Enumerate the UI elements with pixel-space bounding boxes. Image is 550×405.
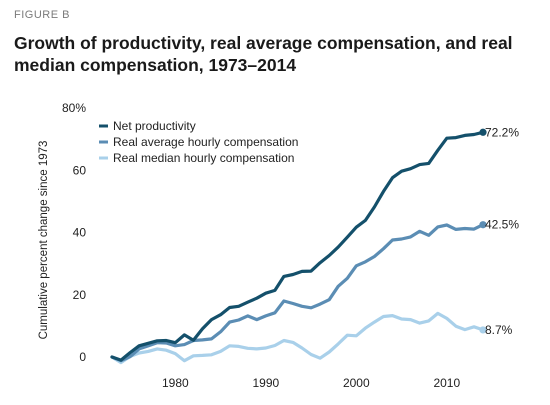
y-tick-label: 0 — [79, 350, 86, 364]
x-tick-label: 1980 — [162, 376, 189, 390]
series-end-point — [479, 128, 487, 136]
series-end-point — [479, 221, 487, 229]
figure-label: FIGURE B — [14, 9, 70, 21]
y-axis-label-group: Cumulative percent change since 1973 — [38, 141, 50, 340]
end-labels: 8.7% 42.5% 72.2% — [485, 125, 519, 337]
series-lines — [110, 128, 487, 365]
y-axis-label: Cumulative percent change since 1973 — [38, 141, 50, 340]
series-end-label: 72.2% — [485, 125, 519, 139]
chart-title: Growth of productivity, real average com… — [14, 33, 513, 75]
x-tick-label: 1990 — [252, 376, 279, 390]
x-tick-labels: 1980 1990 2000 2010 — [162, 376, 460, 390]
legend: Net productivity Real average hourly comp… — [99, 119, 298, 165]
series-end-label: 8.7% — [485, 323, 513, 337]
y-tick-label: 80% — [62, 101, 86, 115]
series-end-point — [479, 326, 487, 334]
y-tick-label: 20 — [73, 288, 87, 302]
legend-label: Real average hourly compensation — [113, 135, 298, 149]
legend-label: Real median hourly compensation — [113, 151, 294, 165]
series-line-1 — [110, 223, 485, 363]
x-tick-label: 2000 — [343, 376, 370, 390]
series-end-label: 42.5% — [485, 218, 519, 232]
y-tick-labels: 0 20 40 60 80% — [62, 101, 86, 364]
legend-label: Net productivity — [113, 119, 196, 133]
y-tick-label: 40 — [73, 226, 87, 240]
x-tick-label: 2010 — [433, 376, 460, 390]
series-line-0 — [110, 130, 485, 362]
y-tick-label: 60 — [73, 163, 87, 177]
series-line-2 — [110, 311, 485, 365]
